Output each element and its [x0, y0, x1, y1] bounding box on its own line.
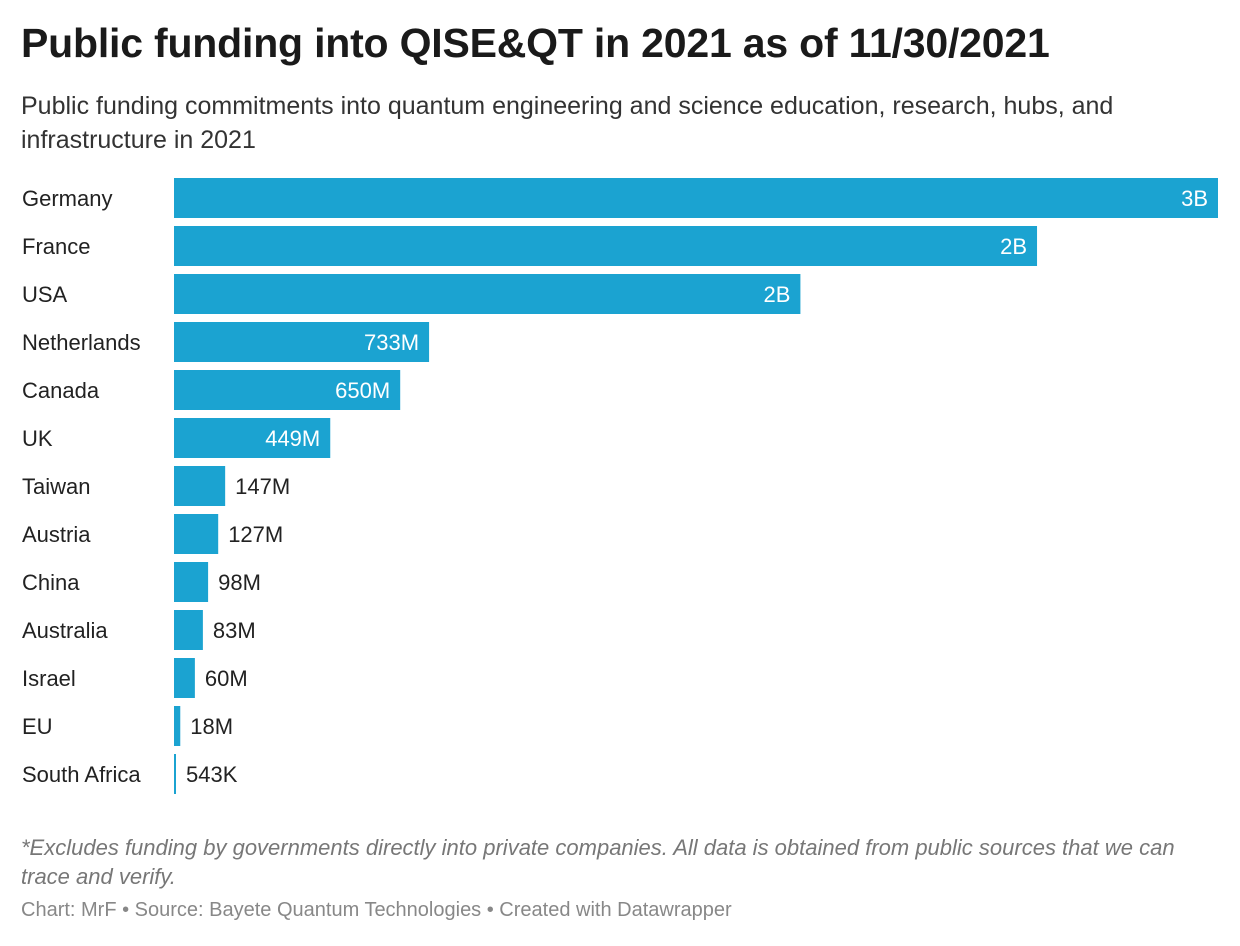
category-label: Austria — [22, 522, 91, 547]
data-label: 733M — [364, 330, 419, 355]
data-label: 83M — [213, 618, 256, 643]
bar — [174, 274, 801, 314]
category-label: EU — [22, 714, 53, 739]
data-label: 449M — [265, 426, 320, 451]
data-label: 18M — [190, 714, 233, 739]
bar — [174, 466, 226, 506]
category-label: UK — [22, 426, 53, 451]
chart-subtitle: Public funding commitments into quantum … — [21, 92, 1114, 154]
bar — [174, 226, 1038, 266]
data-label: 147M — [235, 474, 290, 499]
bar — [174, 610, 203, 650]
bar — [174, 322, 430, 362]
byline: Chart: MrF • Source: Bayete Quantum Tech… — [21, 899, 732, 921]
data-label: 127M — [228, 522, 283, 547]
bar — [174, 178, 1218, 218]
category-label: Germany — [22, 186, 112, 211]
bar — [174, 370, 401, 410]
category-label: Israel — [22, 666, 76, 691]
category-label: France — [22, 234, 90, 259]
data-label: 3B — [1181, 186, 1208, 211]
data-label: 650M — [335, 378, 390, 403]
bar-chart: Germany 3B France 2B USA 2B Netherlands 733M Can… — [22, 178, 1218, 794]
bar — [174, 562, 209, 602]
data-label: 98M — [218, 570, 261, 595]
footnote: *Excludes funding by governments directl… — [21, 835, 1175, 889]
data-label: 2B — [763, 282, 790, 307]
category-label: South Africa — [22, 762, 141, 787]
data-label: 543K — [186, 762, 238, 787]
bar — [174, 418, 331, 458]
bar — [174, 658, 195, 698]
category-label: Australia — [22, 618, 108, 643]
data-label: 2B — [1000, 234, 1027, 259]
data-label: 60M — [205, 666, 248, 691]
bar — [174, 754, 176, 794]
category-label: Taiwan — [22, 474, 90, 499]
chart-title: Public funding into QISE&QT in 2021 as o… — [21, 20, 1050, 66]
bar — [174, 706, 181, 746]
category-label: Netherlands — [22, 330, 141, 355]
category-label: China — [22, 570, 80, 595]
category-label: Canada — [22, 378, 100, 403]
bar — [174, 514, 219, 554]
category-label: USA — [22, 282, 68, 307]
